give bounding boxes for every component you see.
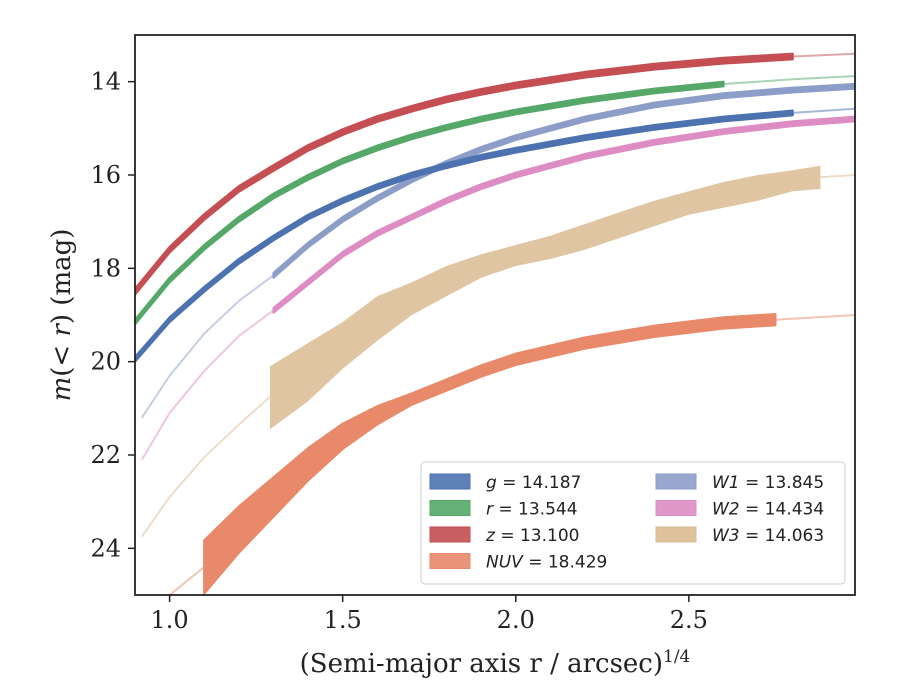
legend-entry-nuv: NUV = 18.429 (429, 553, 607, 573)
series-w2-faint-line (141, 118, 855, 461)
y-tick-label: 22 (90, 441, 121, 469)
legend-label: g = 14.187 (486, 473, 581, 493)
series-w3-tail-line (820, 174, 855, 179)
y-tick-label: 14 (90, 68, 121, 96)
y-tick-label: 24 (90, 534, 121, 562)
x-axis-label: (Semi-major axis r / arcsec)1/4 (300, 647, 691, 679)
series-g-line (135, 109, 794, 363)
series-nuv-line (203, 313, 777, 595)
x-axis-label-superscript: 1/4 (663, 647, 690, 667)
legend-entry-w1: W1 = 13.845 (655, 473, 824, 493)
series-w3-band (270, 165, 821, 430)
legend-label: z = 13.100 (485, 526, 579, 546)
y-axis-label: m(< r) (mag) (47, 229, 77, 402)
legend-swatch (655, 473, 697, 490)
y-axis-label-close: ) (47, 314, 77, 324)
x-axis-label-main: (Semi-major axis r / arcsec) (300, 649, 663, 679)
legend-swatch (655, 500, 697, 516)
series-w2-line (272, 115, 855, 314)
legend-label: W2 = 14.434 (712, 500, 824, 520)
legend-swatch (429, 473, 471, 490)
x-tick-label: 1.5 (324, 606, 362, 634)
series-z (135, 52, 855, 296)
series-r-line (135, 80, 725, 326)
y-tick-label: 20 (90, 348, 121, 376)
legend-label: NUV = 18.429 (486, 553, 607, 573)
x-tick-label: 2.0 (497, 606, 535, 634)
series-nuv (168, 313, 855, 595)
plot-frame (134, 34, 856, 596)
y-tick-label: 18 (90, 254, 121, 282)
legend-swatch (429, 526, 471, 543)
y-axis-label-m: m (47, 377, 77, 402)
legend-entry-r: r = 13.544 (429, 500, 578, 520)
x-tick-label: 1.0 (151, 606, 189, 634)
series-w2 (141, 115, 855, 461)
series-layer (135, 52, 855, 595)
y-axis-label-lt: < r (47, 323, 77, 367)
legend-entry-z: z = 13.100 (429, 526, 579, 546)
y-tick-label: 16 (90, 161, 121, 189)
legend-label: r = 13.544 (486, 500, 578, 520)
legend-swatch (429, 500, 471, 516)
legend-swatch (655, 526, 697, 543)
y-axis-label-unit: (mag) (47, 229, 77, 314)
series-g (135, 107, 855, 363)
series-r (135, 75, 855, 326)
legend-box (420, 461, 846, 585)
legend-label: W3 = 14.063 (712, 526, 824, 546)
x-tick-label: 2.5 (670, 606, 708, 634)
legend-entries: g = 14.187 r = 13.544 z = 13.100 NUV = 18.4… (429, 473, 824, 573)
series-z-line (135, 52, 794, 296)
legend-swatch (429, 553, 471, 569)
series-w3 (141, 165, 855, 538)
legend: g = 14.187 r = 13.544 z = 13.100 NUV = 18.4… (420, 461, 846, 585)
legend-entry-g: g = 14.187 (429, 473, 581, 493)
series-w3-faint-line (141, 395, 271, 538)
legend-label: W1 = 13.845 (712, 473, 824, 493)
x-axis-ticks: 1.0 1.5 2.0 2.5 (151, 595, 708, 634)
y-axis-label-open: ( (47, 367, 77, 377)
legend-entry-w3: W3 = 14.063 (655, 526, 824, 546)
y-axis-ticks: 14 16 18 20 22 24 (90, 68, 135, 562)
legend-entry-w2: W2 = 14.434 (655, 500, 824, 520)
